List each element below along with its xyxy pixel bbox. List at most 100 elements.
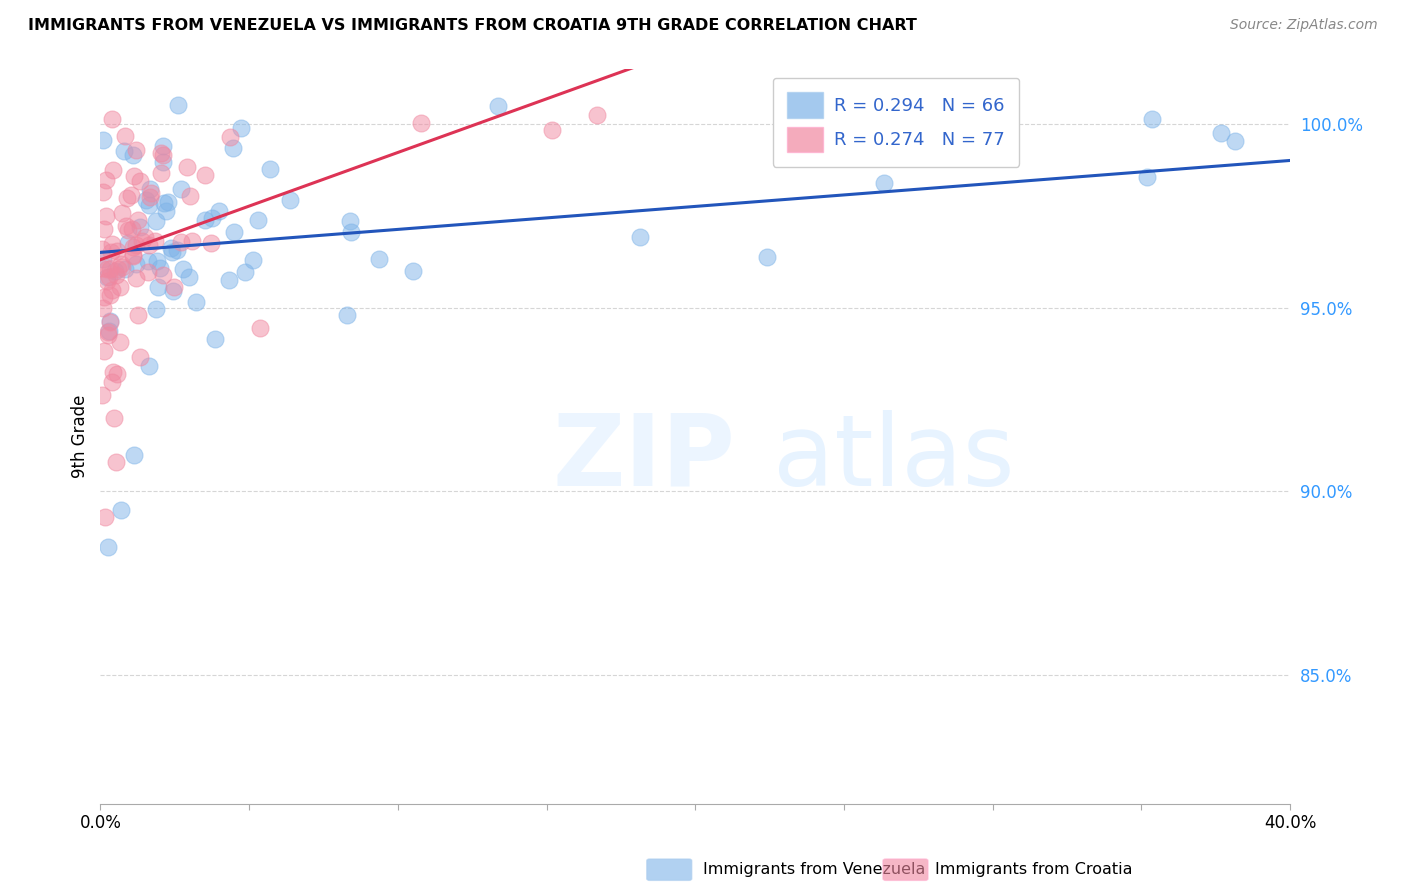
Point xyxy=(91,301,114,315)
Point xyxy=(221,141,243,155)
Point xyxy=(219,130,242,145)
Point xyxy=(98,262,121,277)
Point xyxy=(1140,112,1163,127)
Point xyxy=(204,332,226,346)
Point xyxy=(115,219,138,233)
Point xyxy=(152,147,174,161)
Point xyxy=(96,261,118,276)
Point xyxy=(121,222,143,236)
Point xyxy=(101,283,124,297)
Point xyxy=(91,252,114,266)
Point xyxy=(100,244,122,259)
Point xyxy=(101,236,124,251)
Text: Source: ZipAtlas.com: Source: ZipAtlas.com xyxy=(1230,18,1378,32)
Point xyxy=(134,230,156,244)
Point xyxy=(200,235,222,250)
Point xyxy=(486,99,509,113)
Point xyxy=(339,214,361,228)
Point xyxy=(129,174,152,188)
Point xyxy=(138,238,160,252)
Point xyxy=(339,225,361,239)
Point xyxy=(103,410,125,425)
Text: Immigrants from Venezuela: Immigrants from Venezuela xyxy=(703,863,925,877)
Point xyxy=(96,274,118,288)
Point xyxy=(233,264,256,278)
Point xyxy=(229,120,252,135)
Point xyxy=(242,252,264,267)
Point xyxy=(94,209,117,223)
Point xyxy=(146,254,169,268)
Point xyxy=(101,365,124,379)
Point xyxy=(105,455,128,469)
Point xyxy=(97,269,120,284)
Point xyxy=(129,350,152,364)
Point xyxy=(1136,169,1159,184)
Point xyxy=(176,160,198,174)
Text: ZIP: ZIP xyxy=(553,409,735,507)
Point xyxy=(145,213,167,227)
Point xyxy=(97,325,120,339)
Point xyxy=(139,182,162,196)
Point xyxy=(121,248,143,262)
Point xyxy=(159,241,181,255)
Point xyxy=(96,270,118,285)
Point xyxy=(138,198,160,212)
Text: IMMIGRANTS FROM VENEZUELA VS IMMIGRANTS FROM CROATIA 9TH GRADE CORRELATION CHART: IMMIGRANTS FROM VENEZUELA VS IMMIGRANTS … xyxy=(28,18,917,33)
Point xyxy=(180,235,202,249)
Point xyxy=(105,367,128,381)
Point xyxy=(249,321,271,335)
Point xyxy=(107,261,129,276)
Point xyxy=(122,448,145,462)
Point xyxy=(97,540,120,554)
Point xyxy=(155,204,177,219)
Point xyxy=(90,260,112,275)
Text: atlas: atlas xyxy=(772,409,1014,507)
Point xyxy=(135,193,157,207)
Point xyxy=(152,268,174,282)
Point xyxy=(201,211,224,225)
Point xyxy=(540,123,562,137)
Point xyxy=(153,196,176,211)
Point xyxy=(131,234,153,248)
Point xyxy=(127,308,149,322)
Point xyxy=(177,269,200,284)
Point xyxy=(125,271,148,285)
Point xyxy=(136,254,159,268)
Point xyxy=(98,315,121,329)
Point xyxy=(128,220,150,235)
Point xyxy=(125,257,148,271)
Point xyxy=(100,288,122,302)
Point xyxy=(162,244,184,259)
Point xyxy=(873,176,896,190)
Point xyxy=(103,162,125,177)
Point xyxy=(101,375,124,389)
Point xyxy=(194,212,217,227)
Point xyxy=(111,260,134,274)
Point xyxy=(172,261,194,276)
Point xyxy=(104,268,127,282)
Point xyxy=(108,334,131,349)
Point xyxy=(90,388,112,402)
Point xyxy=(166,243,188,257)
Point xyxy=(93,344,115,359)
Point xyxy=(111,206,134,220)
Point xyxy=(149,166,172,180)
Point xyxy=(122,249,145,263)
Point xyxy=(218,273,240,287)
Point xyxy=(194,168,217,182)
Point xyxy=(136,265,159,279)
Point xyxy=(91,185,114,199)
Point xyxy=(121,239,143,253)
Point xyxy=(125,238,148,252)
Point xyxy=(163,279,186,293)
Point xyxy=(93,222,115,236)
Point xyxy=(138,359,160,374)
Point xyxy=(114,128,136,143)
Point xyxy=(162,285,184,299)
Point xyxy=(148,280,170,294)
Point xyxy=(401,264,423,278)
Point xyxy=(152,139,174,153)
Y-axis label: 9th Grade: 9th Grade xyxy=(72,394,89,478)
Point xyxy=(108,280,131,294)
Point xyxy=(110,257,132,271)
